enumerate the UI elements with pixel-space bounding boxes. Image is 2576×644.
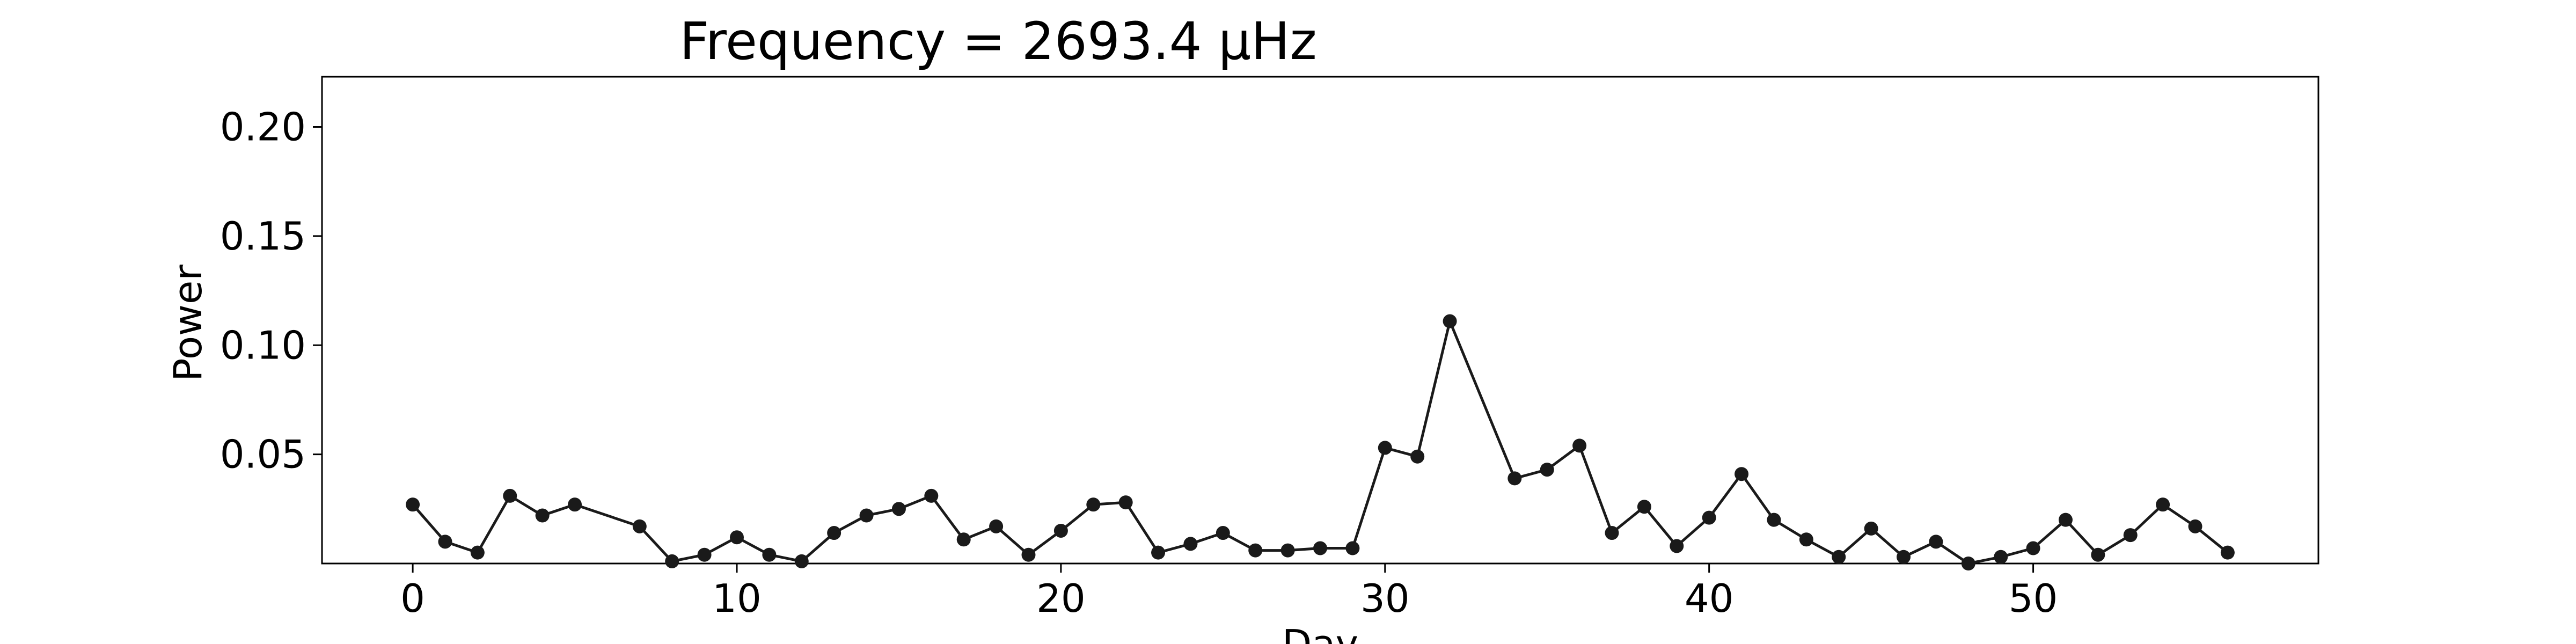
data-point [2188, 519, 2202, 533]
data-point [1897, 550, 1911, 564]
y-tick-label: 0.10 [220, 323, 306, 368]
data-point [632, 519, 647, 533]
data-point [470, 545, 485, 560]
y-tick-label: 0.05 [220, 432, 306, 477]
x-tick-label: 0 [400, 576, 425, 621]
x-tick-label: 30 [1360, 576, 1410, 621]
data-point [1086, 497, 1101, 512]
y-tick-label: 0.15 [220, 214, 306, 259]
data-point [1799, 532, 1813, 547]
data-point [1021, 547, 1036, 562]
data-point [1767, 513, 1781, 527]
data-point [1929, 535, 1943, 549]
data-point [1248, 543, 1263, 558]
data-point [2026, 541, 2040, 555]
data-point [1053, 523, 1068, 538]
data-point [1605, 526, 1619, 540]
data-point [2091, 547, 2105, 562]
data-point [729, 530, 744, 545]
data-point [1702, 510, 1716, 525]
data-point [697, 547, 712, 562]
plot-area: 0 10 20 30 40 50 0.05 0.10 0.15 0.20 [220, 76, 2319, 621]
data-point [1637, 500, 1651, 514]
series-layer [406, 314, 2235, 570]
data-point [2156, 497, 2170, 512]
data-point [859, 508, 874, 523]
x-tick-label: 20 [1036, 576, 1086, 621]
data-point [989, 519, 1004, 533]
data-point [1507, 471, 1522, 486]
data-point [535, 508, 550, 523]
data-point [1994, 550, 2008, 564]
data-point [1410, 449, 1425, 464]
data-point [1151, 545, 1166, 560]
data-point [1345, 541, 1360, 555]
data-point [2123, 528, 2138, 543]
data-point [1864, 521, 1878, 536]
data-point [1961, 557, 1975, 570]
data-point [891, 502, 906, 516]
data-point [438, 535, 452, 549]
x-tick-label: 10 [712, 576, 762, 621]
x-tick-label: 50 [2009, 576, 2058, 621]
x-axis: 0 10 20 30 40 50 [400, 564, 2058, 621]
data-point [568, 497, 582, 512]
data-point [1313, 541, 1327, 555]
y-axis-label: Power [165, 265, 210, 382]
data-point [2220, 545, 2235, 560]
data-point [1118, 495, 1133, 510]
data-point [503, 488, 517, 503]
data-point [1216, 526, 1230, 540]
data-point [924, 488, 939, 503]
x-axis-label: Day [1282, 621, 1358, 644]
data-point [406, 497, 420, 512]
data-point [2058, 513, 2073, 527]
chart-title: Frequency = 2693.4 μHz [679, 11, 1316, 71]
data-point [762, 547, 777, 562]
data-point [1572, 438, 1587, 453]
data-point [1832, 550, 1846, 564]
data-point [827, 526, 841, 540]
x-tick-label: 40 [1685, 576, 1734, 621]
data-point [1735, 467, 1749, 481]
y-axis: 0.05 0.10 0.15 0.20 [220, 105, 322, 477]
y-tick-label: 0.20 [220, 105, 306, 150]
data-point [794, 554, 809, 568]
data-point [1443, 314, 1457, 328]
data-point [1280, 543, 1295, 558]
plot-frame [321, 76, 2319, 565]
data-point [1183, 537, 1198, 551]
data-point [1670, 539, 1684, 553]
data-point [665, 554, 679, 568]
data-point [1378, 441, 1392, 455]
data-point [956, 532, 971, 547]
data-point [1540, 463, 1554, 477]
